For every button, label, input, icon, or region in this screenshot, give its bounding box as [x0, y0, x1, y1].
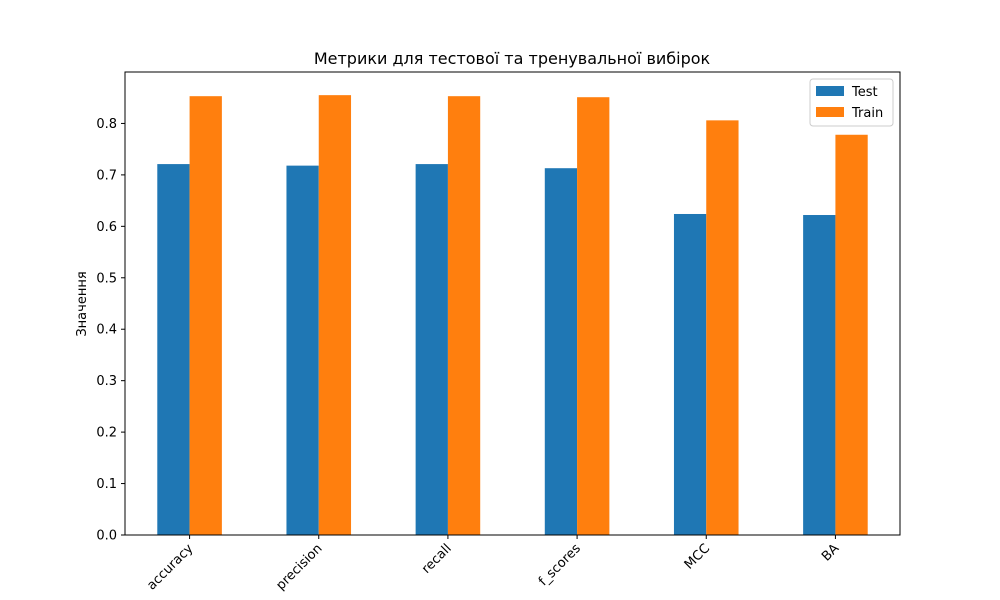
- x-tick-label: MCC: [682, 541, 713, 572]
- bar-test-accuracy: [157, 164, 190, 535]
- bar-test-f_scores: [544, 168, 578, 535]
- bar-test-precision: [286, 165, 319, 535]
- plot-frame: [124, 71, 901, 536]
- y-axis: 0.0 0.1 0.2 0.3 0.4 0.5 0.6 0.7 0.8: [96, 117, 125, 544]
- bar-test-mcc: [673, 213, 707, 535]
- y-tick-label: 0.0: [96, 529, 117, 544]
- y-tick-label: 0.5: [96, 271, 117, 286]
- legend-label-test: Test: [851, 85, 878, 100]
- legend-label-train: Train: [851, 106, 883, 121]
- x-tick-label: BA: [819, 541, 842, 564]
- bar-train-accuracy: [189, 96, 222, 535]
- x-tick-label: recall: [419, 541, 455, 577]
- chart-title: Метрики для тестової та тренувальної виб…: [314, 49, 711, 68]
- y-tick-label: 0.3: [96, 374, 117, 389]
- bar-train-recall: [447, 96, 481, 535]
- legend-swatch-test: [816, 86, 844, 96]
- y-tick-label: 0.2: [96, 426, 117, 441]
- x-tick-label: precision: [273, 541, 325, 593]
- legend: Test Train: [809, 78, 894, 127]
- y-tick-label: 0.7: [96, 168, 117, 183]
- y-tick-label: 0.4: [96, 323, 117, 338]
- legend-swatch-train: [816, 107, 844, 117]
- y-tick-label: 0.8: [96, 117, 117, 132]
- bar-train-precision: [318, 95, 352, 536]
- bar-train-ba: [835, 134, 868, 536]
- bar-test-recall: [415, 164, 448, 535]
- bar-train-f_scores: [577, 97, 610, 536]
- bar-train-mcc: [706, 120, 739, 535]
- bar-test-ba: [803, 215, 836, 535]
- x-axis: accuracy precision recall f_scores MCC BA: [144, 535, 842, 593]
- x-tick-label: f_scores: [536, 541, 584, 589]
- bars-group: [157, 95, 868, 536]
- y-tick-label: 0.6: [96, 220, 117, 235]
- y-tick-label: 0.1: [96, 477, 117, 492]
- y-axis-label: Значення: [75, 271, 90, 336]
- x-tick-label: accuracy: [144, 541, 196, 593]
